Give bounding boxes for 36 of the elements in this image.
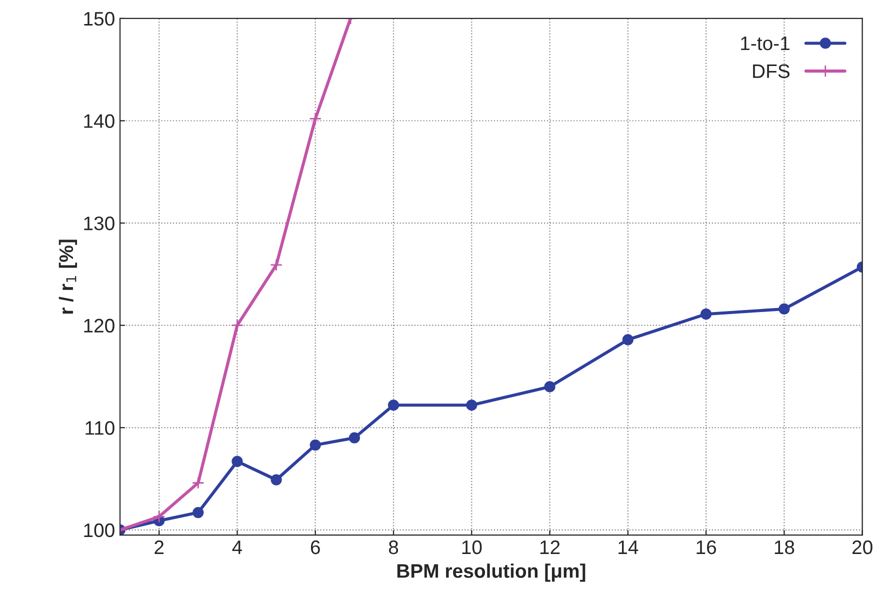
y-tick-label: 120	[84, 318, 114, 333]
legend-label: DFS	[753, 64, 790, 78]
x-tick-label: 8	[388, 540, 398, 554]
x-tick-label: 12	[540, 540, 560, 554]
point	[466, 400, 478, 411]
point	[309, 112, 322, 125]
x-tick-label: 20	[852, 540, 872, 554]
y-tick-label: 100	[84, 523, 114, 538]
point	[388, 400, 400, 411]
point	[348, 432, 360, 444]
x-tick-label: 16	[696, 540, 716, 554]
x-tick-label: 6	[310, 540, 320, 554]
x-tick-label: 14	[618, 540, 638, 554]
x-tick-label: 10	[462, 540, 482, 554]
x-tick-label: 18	[774, 540, 794, 554]
x-tick-label: 4	[232, 540, 242, 554]
y-tick-label: 150	[84, 12, 114, 26]
x-axis-title: BPM resolution [μm]	[397, 564, 586, 582]
point	[270, 474, 282, 486]
y-tick-label: 110	[86, 421, 114, 435]
point	[700, 308, 712, 320]
point	[192, 506, 204, 518]
y-axis-title: r / r$_{1}$ [%]	[58, 240, 78, 314]
point	[192, 476, 204, 490]
point	[310, 439, 321, 451]
y-tick-label: 130	[84, 216, 114, 230]
point	[622, 334, 634, 346]
y-tick-label: 140	[84, 114, 114, 128]
point	[778, 303, 790, 315]
point	[230, 319, 244, 332]
point	[152, 510, 166, 523]
point	[232, 456, 243, 467]
point	[270, 258, 283, 272]
point	[544, 381, 556, 392]
legend-label: 1-to-1	[741, 36, 790, 50]
x-tick-label: 2	[154, 540, 164, 554]
